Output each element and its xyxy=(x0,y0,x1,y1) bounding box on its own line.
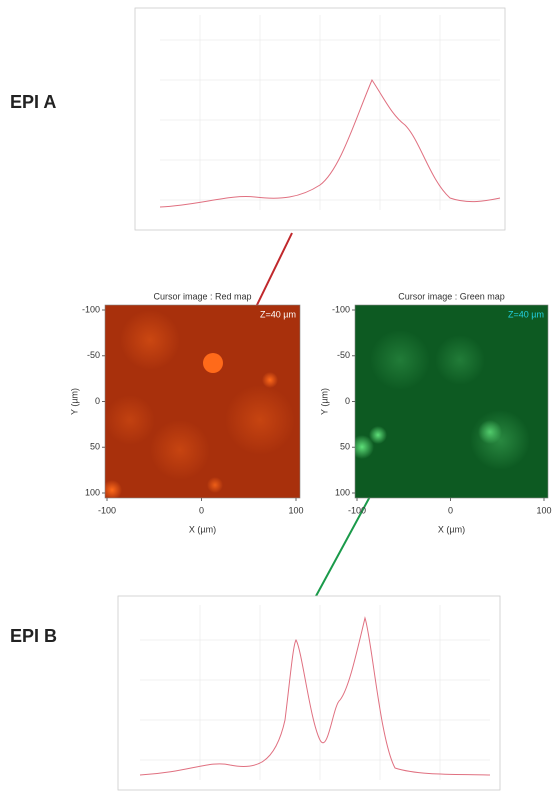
grid xyxy=(140,605,490,780)
y-tick-label: -50 xyxy=(337,350,350,360)
z-label: Z=40 µm xyxy=(508,309,544,319)
panel-label: EPI A xyxy=(10,92,56,112)
y-axis-label: Y (µm) xyxy=(319,388,329,415)
panel-label: EPI B xyxy=(10,626,57,646)
red-map xyxy=(105,305,300,498)
y-tick-label: 100 xyxy=(335,487,350,497)
y-tick-label: 0 xyxy=(345,396,350,406)
y-tick-label: 0 xyxy=(95,396,100,406)
x-tick-label: 100 xyxy=(288,505,303,515)
spectrum-a xyxy=(134,7,506,231)
x-tick-label: 100 xyxy=(536,505,551,515)
x-axis-label: X (µm) xyxy=(438,524,465,534)
spectrum-curve xyxy=(159,78,501,208)
map-title: Cursor image : Red map xyxy=(153,291,251,301)
x-tick-label: -100 xyxy=(98,505,116,515)
z-label: Z=40 µm xyxy=(260,309,296,319)
x-tick-label: 0 xyxy=(448,505,453,515)
y-tick-label: -100 xyxy=(332,304,350,314)
grid xyxy=(160,15,500,210)
x-tick-label: 0 xyxy=(199,505,204,515)
x-axis-label: X (µm) xyxy=(189,524,216,534)
map-title: Cursor image : Green map xyxy=(398,291,505,301)
y-tick-label: -100 xyxy=(82,304,100,314)
spectrum-b xyxy=(117,595,501,791)
y-tick-label: 100 xyxy=(85,487,100,497)
y-axis-label: Y (µm) xyxy=(69,388,79,415)
x-tick-label: -100 xyxy=(348,505,366,515)
y-tick-label: 50 xyxy=(90,442,100,452)
spectrum-curve xyxy=(139,616,491,776)
green-map xyxy=(355,305,548,498)
y-tick-label: 50 xyxy=(340,442,350,452)
y-tick-label: -50 xyxy=(87,350,100,360)
